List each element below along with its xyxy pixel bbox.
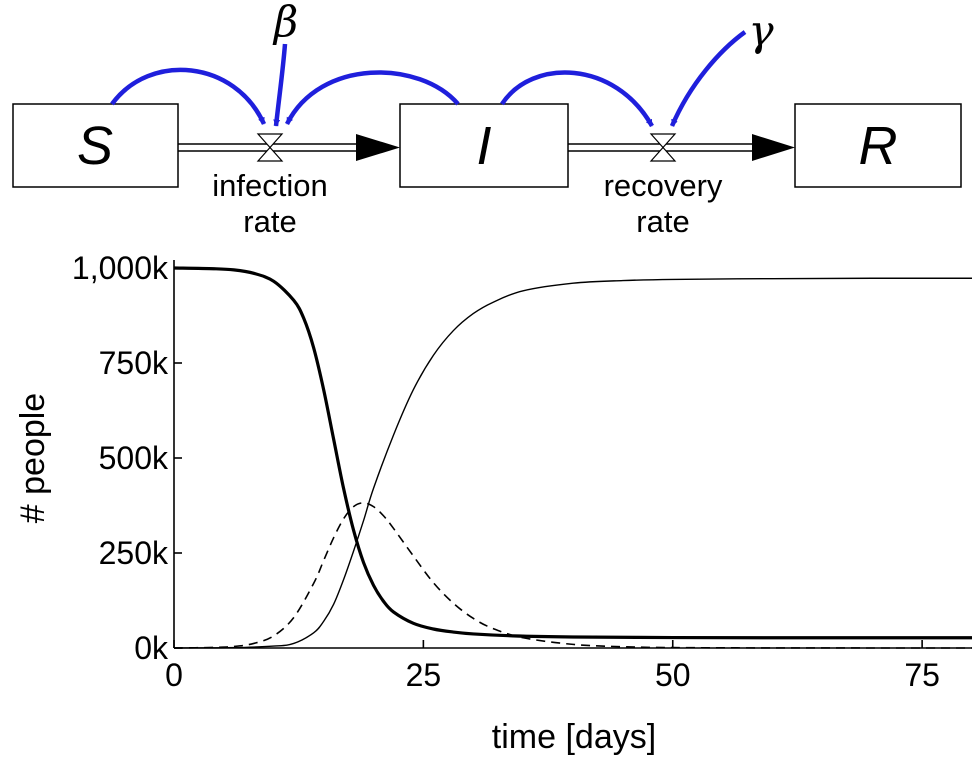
stock-box — [794, 103, 962, 188]
gamma-parameter-label: γ — [748, 6, 774, 55]
x-tick-label: 0 — [165, 657, 183, 693]
flow-arrowhead-icon — [356, 134, 400, 161]
influence-S-to-infection-arrow — [110, 67, 267, 125]
recovery-rate-label-line2: rate — [636, 204, 689, 239]
x-tick-label: 25 — [406, 657, 442, 693]
series-line-I — [173, 502, 973, 649]
stock-I: I — [399, 103, 569, 188]
valve-icon — [649, 133, 677, 162]
flow-infection: infection rate — [178, 133, 400, 239]
stock-label-R: R — [859, 116, 898, 176]
stock-R: R — [794, 103, 962, 188]
stock-label-I: I — [476, 116, 491, 176]
y-tick-label: 1,000k — [72, 250, 169, 286]
influence-beta-arrow — [273, 43, 288, 127]
stock-S: S — [12, 103, 179, 188]
stock-box — [399, 103, 569, 188]
x-axis-label: time [days] — [492, 718, 656, 756]
influence-gamma-arrow — [669, 30, 747, 127]
y-tick-label: 500k — [99, 440, 169, 476]
influence-I-to-infection-arrow — [284, 70, 460, 126]
y-tick-label: 750k — [99, 345, 169, 381]
infection-rate-label-line2: rate — [243, 204, 296, 239]
influence-arrows — [110, 30, 747, 128]
stock-flow-diagram: infection rate recovery rate S I R — [12, 0, 962, 239]
recovery-rate-label-line1: recovery — [604, 168, 723, 203]
infection-rate-label-line1: infection — [212, 168, 327, 203]
beta-parameter-label: β — [272, 0, 298, 46]
y-axis-label: # people — [14, 393, 52, 523]
influence-I-to-recovery-arrow — [500, 70, 654, 128]
stock-label-S: S — [77, 116, 113, 176]
series-line-R — [173, 277, 972, 649]
chart-series — [173, 266, 973, 649]
flow-recovery: recovery rate — [568, 133, 795, 239]
valve-icon — [256, 133, 284, 162]
x-tick-label: 50 — [655, 657, 691, 693]
series-line-S — [173, 266, 972, 640]
y-tick-label: 0k — [134, 630, 169, 666]
y-tick-label: 250k — [99, 535, 169, 571]
stock-box — [12, 103, 179, 188]
flow-arrowhead-icon — [752, 134, 795, 161]
x-tick-label: 75 — [904, 657, 940, 693]
chart-axes — [173, 260, 972, 649]
